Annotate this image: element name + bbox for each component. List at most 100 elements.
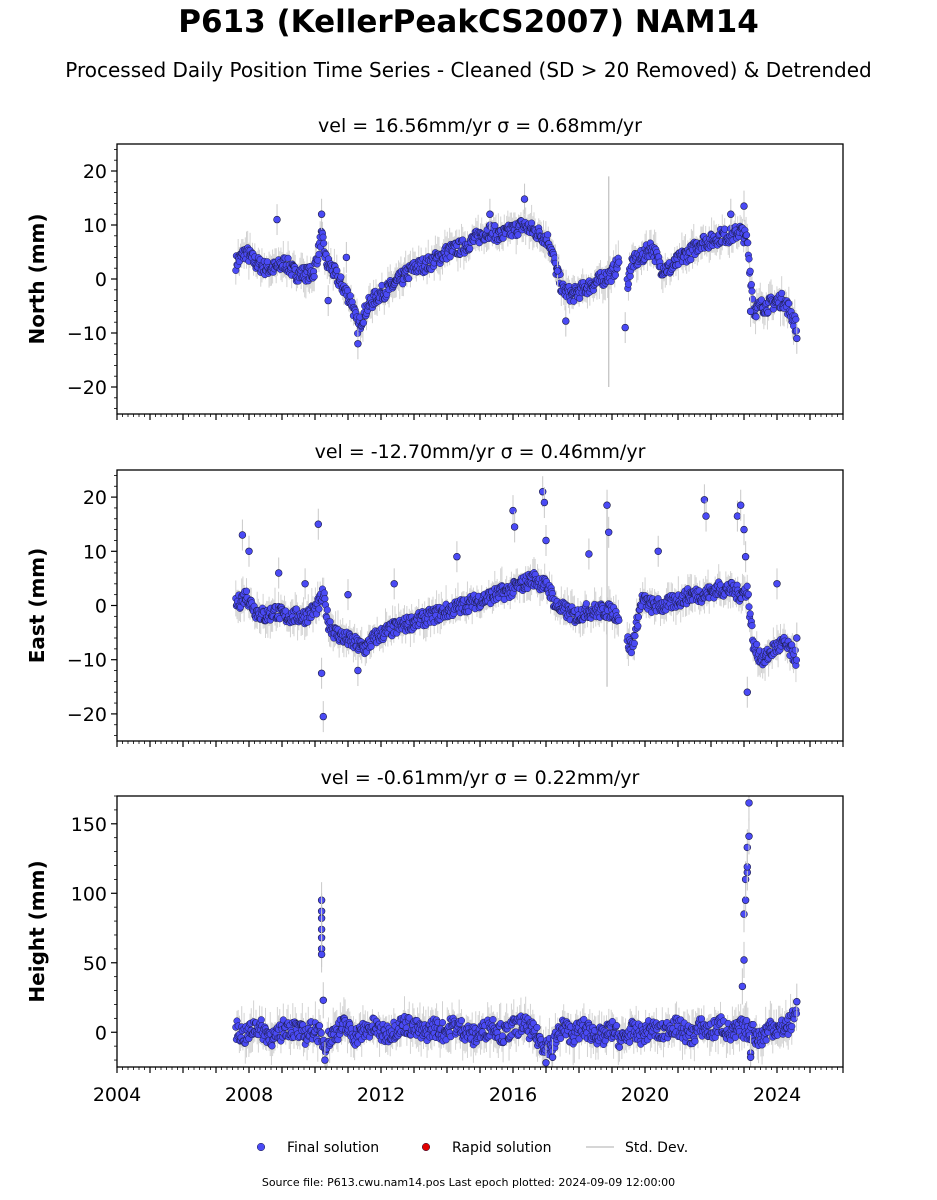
y-tick-label: −10 (67, 323, 107, 345)
x-tick-label: 2016 (489, 1084, 537, 1106)
figure-subtitle: Processed Daily Position Time Series - C… (65, 58, 872, 82)
x-tick-label: 2004 (93, 1084, 141, 1106)
data-point (611, 271, 619, 279)
data-point-outlier (273, 215, 281, 224)
data-point (749, 1020, 757, 1029)
data-point (748, 622, 756, 630)
data-point (745, 603, 753, 611)
data-point-outlier (746, 307, 755, 316)
data-point-outlier (603, 501, 611, 509)
north-plot-frame (116, 143, 844, 415)
data-point (528, 219, 536, 227)
data-point-outlier (700, 496, 709, 504)
y-tick-label: 0 (95, 1022, 107, 1044)
y-tick-label: −20 (67, 704, 107, 726)
data-point (346, 292, 354, 300)
north-panel-title: vel = 16.56mm/yr σ = 0.68mm/yr (318, 115, 642, 137)
north-y-axis-label: North (mm) (25, 213, 49, 344)
data-point-outlier (741, 875, 750, 884)
data-point (367, 642, 375, 651)
data-point-outlier (773, 580, 781, 588)
data-point-outlier (538, 488, 547, 496)
data-point (634, 622, 642, 630)
data-point (634, 613, 643, 621)
data-point (788, 1022, 796, 1030)
east-data (232, 476, 801, 733)
east-panel: −20 −10 0 10 20 vel = -12.70mm/yr σ = 0.46mm/… (25, 441, 844, 747)
data-point-outlier (553, 267, 562, 275)
data-point (317, 1029, 325, 1037)
data-point (316, 1022, 324, 1030)
data-point (615, 616, 623, 624)
data-point-outlier (321, 1056, 329, 1064)
data-point-outlier (317, 210, 326, 218)
data-point (284, 254, 292, 262)
y-tick-label: 150 (71, 814, 107, 836)
data-point-outlier (745, 799, 753, 807)
data-point (744, 239, 752, 247)
y-tick-label: 0 (95, 269, 107, 291)
y-tick-label: −10 (67, 650, 107, 672)
data-point (748, 287, 756, 295)
data-point (310, 273, 318, 281)
data-point (627, 649, 635, 657)
data-point (753, 640, 761, 648)
data-point (778, 289, 786, 297)
east-panel-title: vel = -12.70mm/yr σ = 0.46mm/yr (315, 441, 646, 463)
data-point-outlier (743, 843, 751, 852)
data-point (489, 1016, 497, 1024)
data-point-outlier (740, 525, 748, 534)
data-point-outlier (740, 910, 748, 918)
x-tick-label: 2012 (357, 1084, 405, 1106)
data-point (615, 1043, 624, 1051)
data-point-outlier (621, 323, 629, 332)
legend-label: Rapid solution (452, 1140, 552, 1156)
data-point (785, 299, 793, 308)
data-point-outlier (793, 634, 801, 642)
x-tick-label: 2024 (753, 1084, 801, 1106)
y-tick-label: 0 (95, 596, 107, 618)
data-point-outlier (486, 210, 494, 218)
data-point (263, 258, 271, 266)
x-tick-label: 2008 (225, 1084, 273, 1106)
data-point (359, 319, 368, 327)
data-point (580, 1015, 588, 1023)
data-point-outlier (654, 547, 662, 555)
data-point (731, 1033, 739, 1041)
data-point-outlier (740, 202, 748, 210)
data-point-outlier (746, 1053, 755, 1062)
data-point (746, 610, 754, 618)
data-point (792, 656, 801, 664)
data-point-outlier (604, 528, 613, 536)
y-tick-label: 20 (83, 487, 107, 509)
data-point (257, 1016, 265, 1024)
data-point-outlier (702, 512, 710, 520)
legend-label: Final solution (287, 1140, 379, 1156)
data-point-outlier (354, 666, 362, 675)
data-point (405, 1014, 413, 1022)
data-point (321, 595, 329, 603)
data-point-outlier (245, 547, 253, 555)
data-point (292, 605, 300, 613)
east-y-axis-label: East (mm) (25, 548, 49, 664)
data-point (764, 308, 772, 316)
data-point-outlier (275, 569, 283, 577)
y-tick-label: 20 (83, 161, 107, 183)
data-point-outlier (324, 296, 332, 305)
data-point (314, 256, 322, 264)
data-point-outlier (510, 523, 519, 531)
data-point-outlier (354, 340, 362, 348)
data-point (466, 245, 474, 253)
legend: Final solution Rapid solution Std. Dev. (256, 1140, 688, 1156)
data-point (746, 267, 754, 275)
data-point-outlier (727, 210, 735, 218)
data-point (268, 1042, 276, 1050)
data-point (791, 646, 799, 654)
data-point-outlier (743, 688, 751, 696)
data-point-outlier (542, 536, 550, 545)
data-point-outlier (740, 956, 748, 964)
data-point-outlier (319, 996, 327, 1004)
data-point (626, 1038, 634, 1046)
legend-marker (421, 1142, 431, 1152)
